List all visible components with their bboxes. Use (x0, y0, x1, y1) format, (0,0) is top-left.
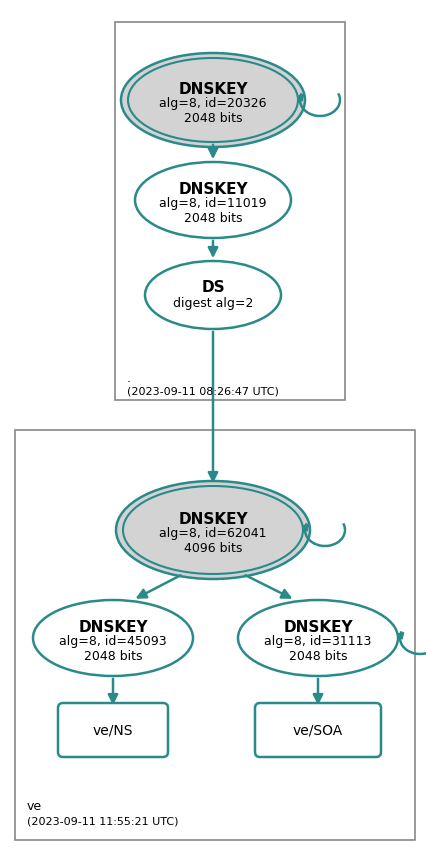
Ellipse shape (121, 53, 304, 147)
Ellipse shape (145, 261, 280, 329)
Text: 2048 bits: 2048 bits (183, 212, 242, 225)
Text: alg=8, id=11019: alg=8, id=11019 (159, 197, 266, 210)
Text: DNSKEY: DNSKEY (282, 620, 352, 636)
Text: ve/SOA: ve/SOA (292, 723, 343, 737)
Text: DNSKEY: DNSKEY (78, 620, 147, 636)
Text: DNSKEY: DNSKEY (178, 183, 247, 197)
Ellipse shape (116, 481, 309, 579)
Text: ve: ve (27, 800, 42, 813)
FancyBboxPatch shape (254, 703, 380, 757)
FancyBboxPatch shape (58, 703, 167, 757)
Text: DNSKEY: DNSKEY (178, 512, 247, 528)
Bar (15, 430, 414, 840)
Text: (2023-09-11 11:55:21 UTC): (2023-09-11 11:55:21 UTC) (27, 817, 178, 827)
Bar (115, 22, 344, 400)
Ellipse shape (135, 162, 290, 238)
Ellipse shape (128, 58, 297, 142)
Text: .: . (127, 372, 131, 385)
Text: alg=8, id=20326: alg=8, id=20326 (159, 98, 266, 111)
Text: (2023-09-11 08:26:47 UTC): (2023-09-11 08:26:47 UTC) (127, 387, 278, 397)
Text: alg=8, id=31113: alg=8, id=31113 (264, 636, 371, 649)
Ellipse shape (237, 600, 397, 676)
Text: alg=8, id=45093: alg=8, id=45093 (59, 636, 167, 649)
Text: ve/NS: ve/NS (92, 723, 133, 737)
Text: 4096 bits: 4096 bits (183, 541, 242, 554)
Text: 2048 bits: 2048 bits (83, 650, 142, 663)
Text: 2048 bits: 2048 bits (288, 650, 346, 663)
Text: 2048 bits: 2048 bits (183, 112, 242, 125)
Text: DS: DS (201, 279, 224, 294)
Text: digest alg=2: digest alg=2 (173, 297, 253, 310)
Ellipse shape (33, 600, 193, 676)
Ellipse shape (123, 486, 302, 574)
Text: DNSKEY: DNSKEY (178, 82, 247, 98)
Text: alg=8, id=62041: alg=8, id=62041 (159, 528, 266, 541)
